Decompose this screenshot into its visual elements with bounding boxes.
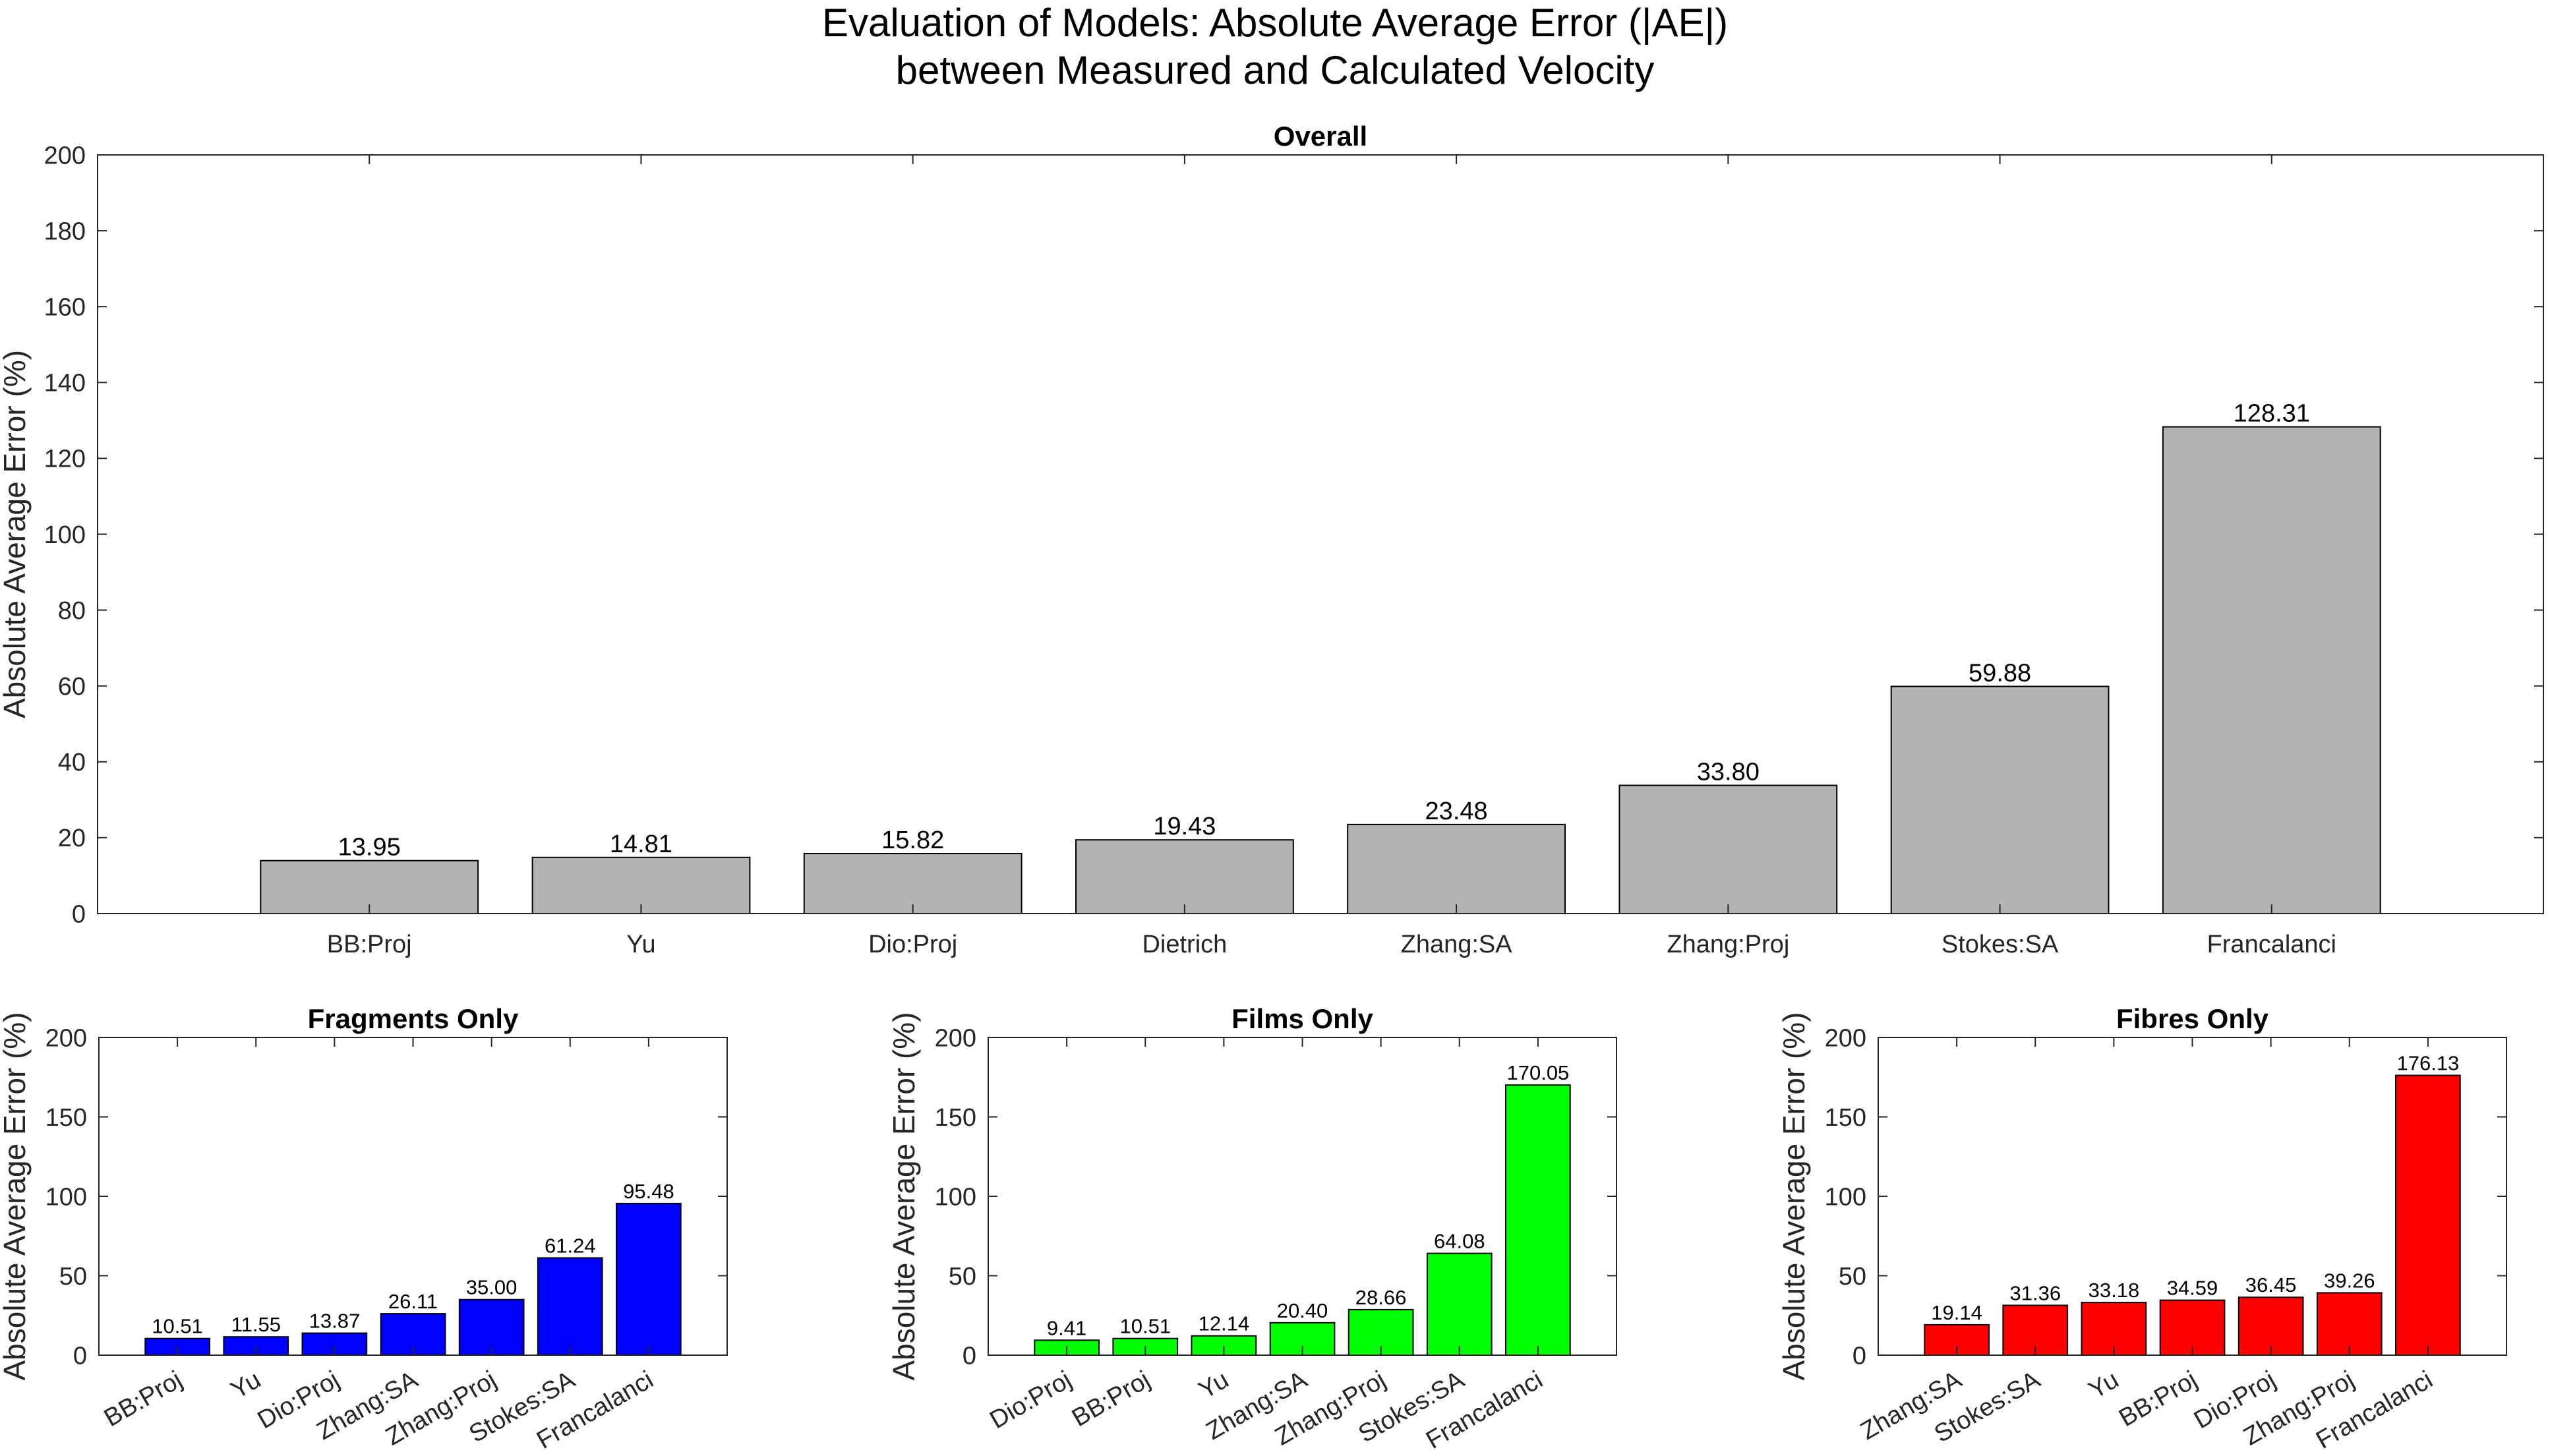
y-tick-label: 0 — [963, 1342, 976, 1370]
data-label: 31.36 — [2010, 1281, 2061, 1304]
y-tick-label: 60 — [58, 673, 86, 701]
figure-title-line1: Evaluation of Models: Absolute Average E… — [821, 1, 1729, 45]
chart-overall: 13.95 14.81 15.82 19.43 23.48 33.80 59.88 128.3… — [0, 121, 2544, 958]
bar — [1505, 1084, 1571, 1356]
x-tick-label: Stokes:SA — [1942, 931, 2059, 958]
y-tick-label: 100 — [935, 1183, 976, 1211]
y-tick-label: 0 — [1853, 1342, 1866, 1370]
data-label: 15.82 — [881, 827, 944, 854]
bar — [2395, 1074, 2461, 1356]
y-tick-label: 200 — [1825, 1024, 1866, 1052]
y-tick-label: 200 — [44, 142, 86, 169]
x-tick-label: BB:Proj — [100, 1366, 187, 1432]
data-label: 19.14 — [1931, 1301, 1982, 1324]
data-label: 176.13 — [2396, 1052, 2459, 1075]
x-tick-label: Zhang:Proj — [1667, 931, 1789, 958]
data-label: 19.43 — [1153, 813, 1216, 840]
chart-fragments-only: 10.51 11.55 13.87 26.11 35.00 61.24 95.48 0 50 10… — [0, 1003, 728, 1455]
y-tick-label: 50 — [949, 1263, 976, 1291]
x-tick-label: Dio:Proj — [868, 931, 957, 958]
y-tick-label: 100 — [44, 521, 86, 549]
bar — [1890, 685, 2110, 915]
data-label: 20.40 — [1277, 1299, 1328, 1322]
y-tick-label: 200 — [935, 1024, 976, 1052]
data-label: 128.31 — [2234, 400, 2310, 428]
x-tick-label: Yu — [626, 931, 655, 958]
y-tick-label: 80 — [58, 597, 86, 625]
chart-title: Fragments Only — [308, 1003, 519, 1034]
bar — [1347, 823, 1566, 915]
y-tick-label: 50 — [1839, 1263, 1866, 1291]
x-tick-label: Yu — [226, 1366, 265, 1405]
x-tick-label: BB:Proj — [1067, 1366, 1155, 1432]
bar — [1426, 1252, 1493, 1356]
figure-title-line2: between Measured and Calculated Velocity — [895, 48, 1655, 92]
y-tick-label: 150 — [45, 1104, 87, 1132]
bar — [531, 856, 751, 915]
bar — [458, 1298, 525, 1356]
x-tick-label: Dietrich — [1142, 931, 1227, 958]
chart-fibres-only: 19.14 31.36 33.18 34.59 36.45 39.26 176.13 0 50 1… — [1777, 1003, 2507, 1455]
data-label: 26.11 — [388, 1290, 438, 1313]
bar — [616, 1202, 682, 1356]
x-tick-label: Yu — [2084, 1366, 2123, 1405]
y-tick-label: 100 — [45, 1183, 87, 1211]
data-label: 170.05 — [1506, 1061, 1569, 1084]
y-tick-label: 100 — [1825, 1183, 1866, 1211]
data-label: 34.59 — [2167, 1277, 2218, 1300]
data-label: 10.51 — [1120, 1315, 1171, 1338]
data-label: 64.08 — [1434, 1230, 1485, 1253]
data-label: 28.66 — [1355, 1286, 1407, 1309]
y-axis-label: Absolute Average Error (%) — [1777, 1012, 1811, 1380]
data-label: 59.88 — [1969, 659, 2031, 687]
y-tick-label: 150 — [1825, 1104, 1866, 1132]
data-label: 11.55 — [231, 1313, 281, 1336]
chart-title: Fibres Only — [2116, 1003, 2269, 1034]
y-tick-label: 150 — [935, 1104, 976, 1132]
bar — [1075, 839, 1294, 914]
y-tick-label: 140 — [44, 370, 86, 397]
chart-title: Films Only — [1231, 1003, 1373, 1034]
x-tick-label: BB:Proj — [2114, 1366, 2202, 1432]
data-label: 13.95 — [338, 834, 401, 861]
chart-films-only: 9.41 10.51 12.14 20.40 28.66 64.08 170.05 0 50 10… — [887, 1003, 1617, 1455]
x-tick-label: Francalanci — [2207, 931, 2336, 958]
chart-title: Overall — [1274, 121, 1367, 152]
y-tick-label: 180 — [44, 218, 86, 245]
x-tick-label: BB:Proj — [327, 931, 412, 958]
x-tick-label: Dio:Proj — [986, 1366, 1077, 1434]
y-tick-label: 40 — [58, 749, 86, 776]
bar — [1618, 784, 1838, 914]
x-tick-label: Yu — [1194, 1366, 1233, 1405]
data-label: 35.00 — [466, 1276, 518, 1299]
y-tick-label: 20 — [58, 825, 86, 852]
data-label: 14.81 — [610, 830, 672, 858]
y-tick-label: 50 — [59, 1263, 87, 1291]
y-axis-label: Absolute Average Error (%) — [0, 350, 32, 718]
y-tick-label: 120 — [44, 446, 86, 473]
bar — [2162, 426, 2381, 914]
data-label: 12.14 — [1199, 1312, 1250, 1335]
data-label: 33.18 — [2089, 1279, 2140, 1302]
data-label: 23.48 — [1425, 798, 1488, 825]
y-axis-label: Absolute Average Error (%) — [0, 1012, 32, 1380]
bar — [537, 1257, 603, 1356]
data-label: 13.87 — [309, 1310, 361, 1333]
y-tick-label: 200 — [45, 1024, 87, 1052]
bar — [2316, 1292, 2383, 1356]
y-tick-label: 0 — [72, 900, 86, 928]
data-label: 36.45 — [2245, 1273, 2297, 1296]
data-label: 61.24 — [545, 1234, 596, 1257]
x-tick-label: Zhang:SA — [1401, 931, 1513, 958]
data-label: 95.48 — [623, 1180, 674, 1203]
bar — [803, 853, 1023, 914]
y-axis-label: Absolute Average Error (%) — [887, 1012, 921, 1380]
y-tick-label: 0 — [73, 1342, 87, 1370]
data-label: 39.26 — [2324, 1269, 2375, 1292]
y-tick-label: 160 — [44, 294, 86, 322]
data-label: 9.41 — [1047, 1316, 1086, 1339]
data-label: 33.80 — [1697, 759, 1760, 786]
data-label: 10.51 — [152, 1315, 203, 1338]
